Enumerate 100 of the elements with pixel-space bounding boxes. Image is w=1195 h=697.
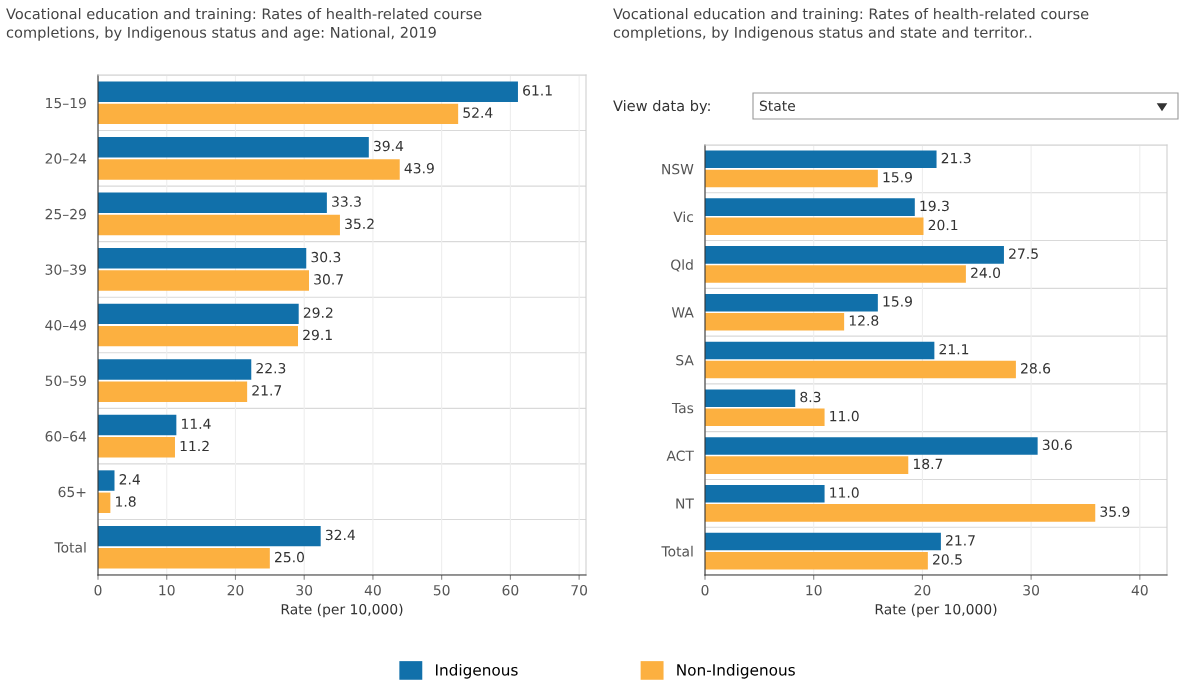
x-tick-label: 40 — [1131, 584, 1148, 596]
bar — [705, 408, 825, 427]
y-tick-label: 20–24 — [45, 153, 87, 164]
x-tick-label: 10 — [159, 584, 175, 596]
data-label: 22.3 — [256, 362, 286, 374]
data-label: 11.4 — [182, 418, 211, 429]
bar — [98, 359, 252, 380]
bar — [98, 103, 459, 125]
data-label: 1.8 — [116, 496, 136, 507]
x-tick-label: 10 — [806, 584, 822, 596]
bar — [98, 381, 248, 402]
y-tick-label: SA — [676, 354, 694, 366]
data-label: 27.5 — [1009, 248, 1038, 259]
x-tick-label: 0 — [94, 584, 102, 596]
data-label: 11.0 — [830, 410, 859, 422]
data-label: 30.7 — [314, 274, 343, 285]
x-tick-label: 20 — [914, 584, 931, 596]
bar — [98, 137, 369, 158]
data-label: 21.3 — [941, 152, 971, 164]
data-label: 30.3 — [311, 251, 341, 263]
bar — [705, 341, 935, 360]
data-label: 8.3 — [800, 391, 821, 403]
data-label: 20.1 — [928, 219, 958, 231]
x-tick-label: 40 — [364, 584, 381, 596]
data-label: 21.1 — [939, 343, 969, 355]
bar — [705, 484, 825, 503]
x-tick-label: 30 — [296, 584, 313, 596]
x-tick-label: 70 — [571, 584, 588, 596]
bar — [705, 217, 924, 236]
y-tick-label: ACT — [666, 450, 694, 462]
bar — [705, 504, 1096, 522]
bar — [705, 456, 909, 474]
data-label: 25.0 — [275, 551, 304, 563]
data-label: 11.2 — [180, 440, 209, 452]
chart-title: Vocational education and training: Rates of health-related course completions, by Indigenous status and age: National, 2019 — [6, 8, 482, 41]
bar — [705, 532, 941, 551]
bar — [98, 159, 400, 180]
x-tick-label: 30 — [1023, 584, 1040, 596]
bar — [705, 389, 796, 408]
y-tick-label: 40–49 — [45, 319, 86, 331]
bar — [98, 414, 177, 436]
bar — [705, 150, 937, 169]
data-label: 33.3 — [332, 196, 361, 207]
x-tick-label: 20 — [227, 584, 244, 596]
bar — [98, 248, 307, 269]
data-label: 28.6 — [1021, 363, 1051, 374]
y-tick-label: 50–59 — [45, 375, 86, 387]
bar — [98, 525, 321, 547]
data-label: 61.1 — [523, 85, 552, 96]
y-tick-label: 30–39 — [45, 264, 86, 275]
bar — [98, 437, 175, 458]
bar — [705, 246, 1004, 264]
y-tick-label: 60–64 — [45, 431, 87, 442]
data-label: 35.2 — [345, 218, 374, 230]
data-label: 39.4 — [374, 140, 404, 152]
y-tick-label: Tas — [671, 402, 694, 414]
data-label: 24.0 — [971, 267, 1001, 279]
text: View data by: — [613, 99, 710, 115]
data-label: 43.9 — [404, 162, 434, 174]
chart-title: Vocational education and training: Rates of health-related course completions, by Indigenous status and state and territor.. — [613, 8, 1089, 41]
data-label: 15.9 — [883, 296, 912, 307]
bar — [98, 270, 310, 291]
data-label: 21.7 — [946, 535, 975, 546]
y-tick-label: Vic — [673, 211, 694, 223]
y-tick-label: NSW — [662, 163, 694, 175]
y-tick-label: Qld — [671, 259, 693, 272]
bar — [705, 551, 928, 570]
data-label: 52.4 — [463, 107, 493, 118]
y-tick-label: Total — [54, 541, 86, 553]
y-tick-label: 65+ — [58, 486, 86, 498]
x-tick-label: 60 — [502, 584, 519, 596]
bar — [98, 192, 327, 213]
data-label: 15.9 — [883, 171, 912, 183]
data-label: 29.1 — [303, 329, 332, 341]
data-label: 2.4 — [119, 474, 140, 485]
x-axis-title: Rate (per 10,000) — [875, 603, 997, 618]
bar — [705, 265, 966, 283]
bar — [705, 169, 878, 188]
data-label: 35.9 — [1100, 506, 1130, 517]
y-tick-label: NT — [676, 498, 694, 509]
bar — [98, 303, 299, 325]
data-label: 20.5 — [933, 554, 962, 565]
data-label: 30.6 — [1042, 439, 1072, 451]
data-label: 12.8 — [849, 315, 879, 326]
bar — [705, 360, 1016, 379]
text: State — [759, 100, 796, 112]
data-label: 29.2 — [303, 307, 333, 318]
data-label: 21.7 — [252, 385, 282, 396]
x-axis-title: Rate (per 10,000) — [281, 603, 403, 618]
x-tick-label: 50 — [433, 584, 450, 596]
bar — [98, 548, 270, 569]
bar — [705, 437, 1038, 455]
bar — [705, 293, 878, 312]
bar — [98, 470, 115, 491]
legend-label: Indigenous — [436, 663, 518, 679]
bar — [98, 214, 340, 236]
bar — [705, 312, 845, 331]
legend-label: Non-Indigenous — [677, 663, 795, 679]
bar — [98, 81, 518, 102]
data-label: 11.0 — [830, 487, 859, 498]
